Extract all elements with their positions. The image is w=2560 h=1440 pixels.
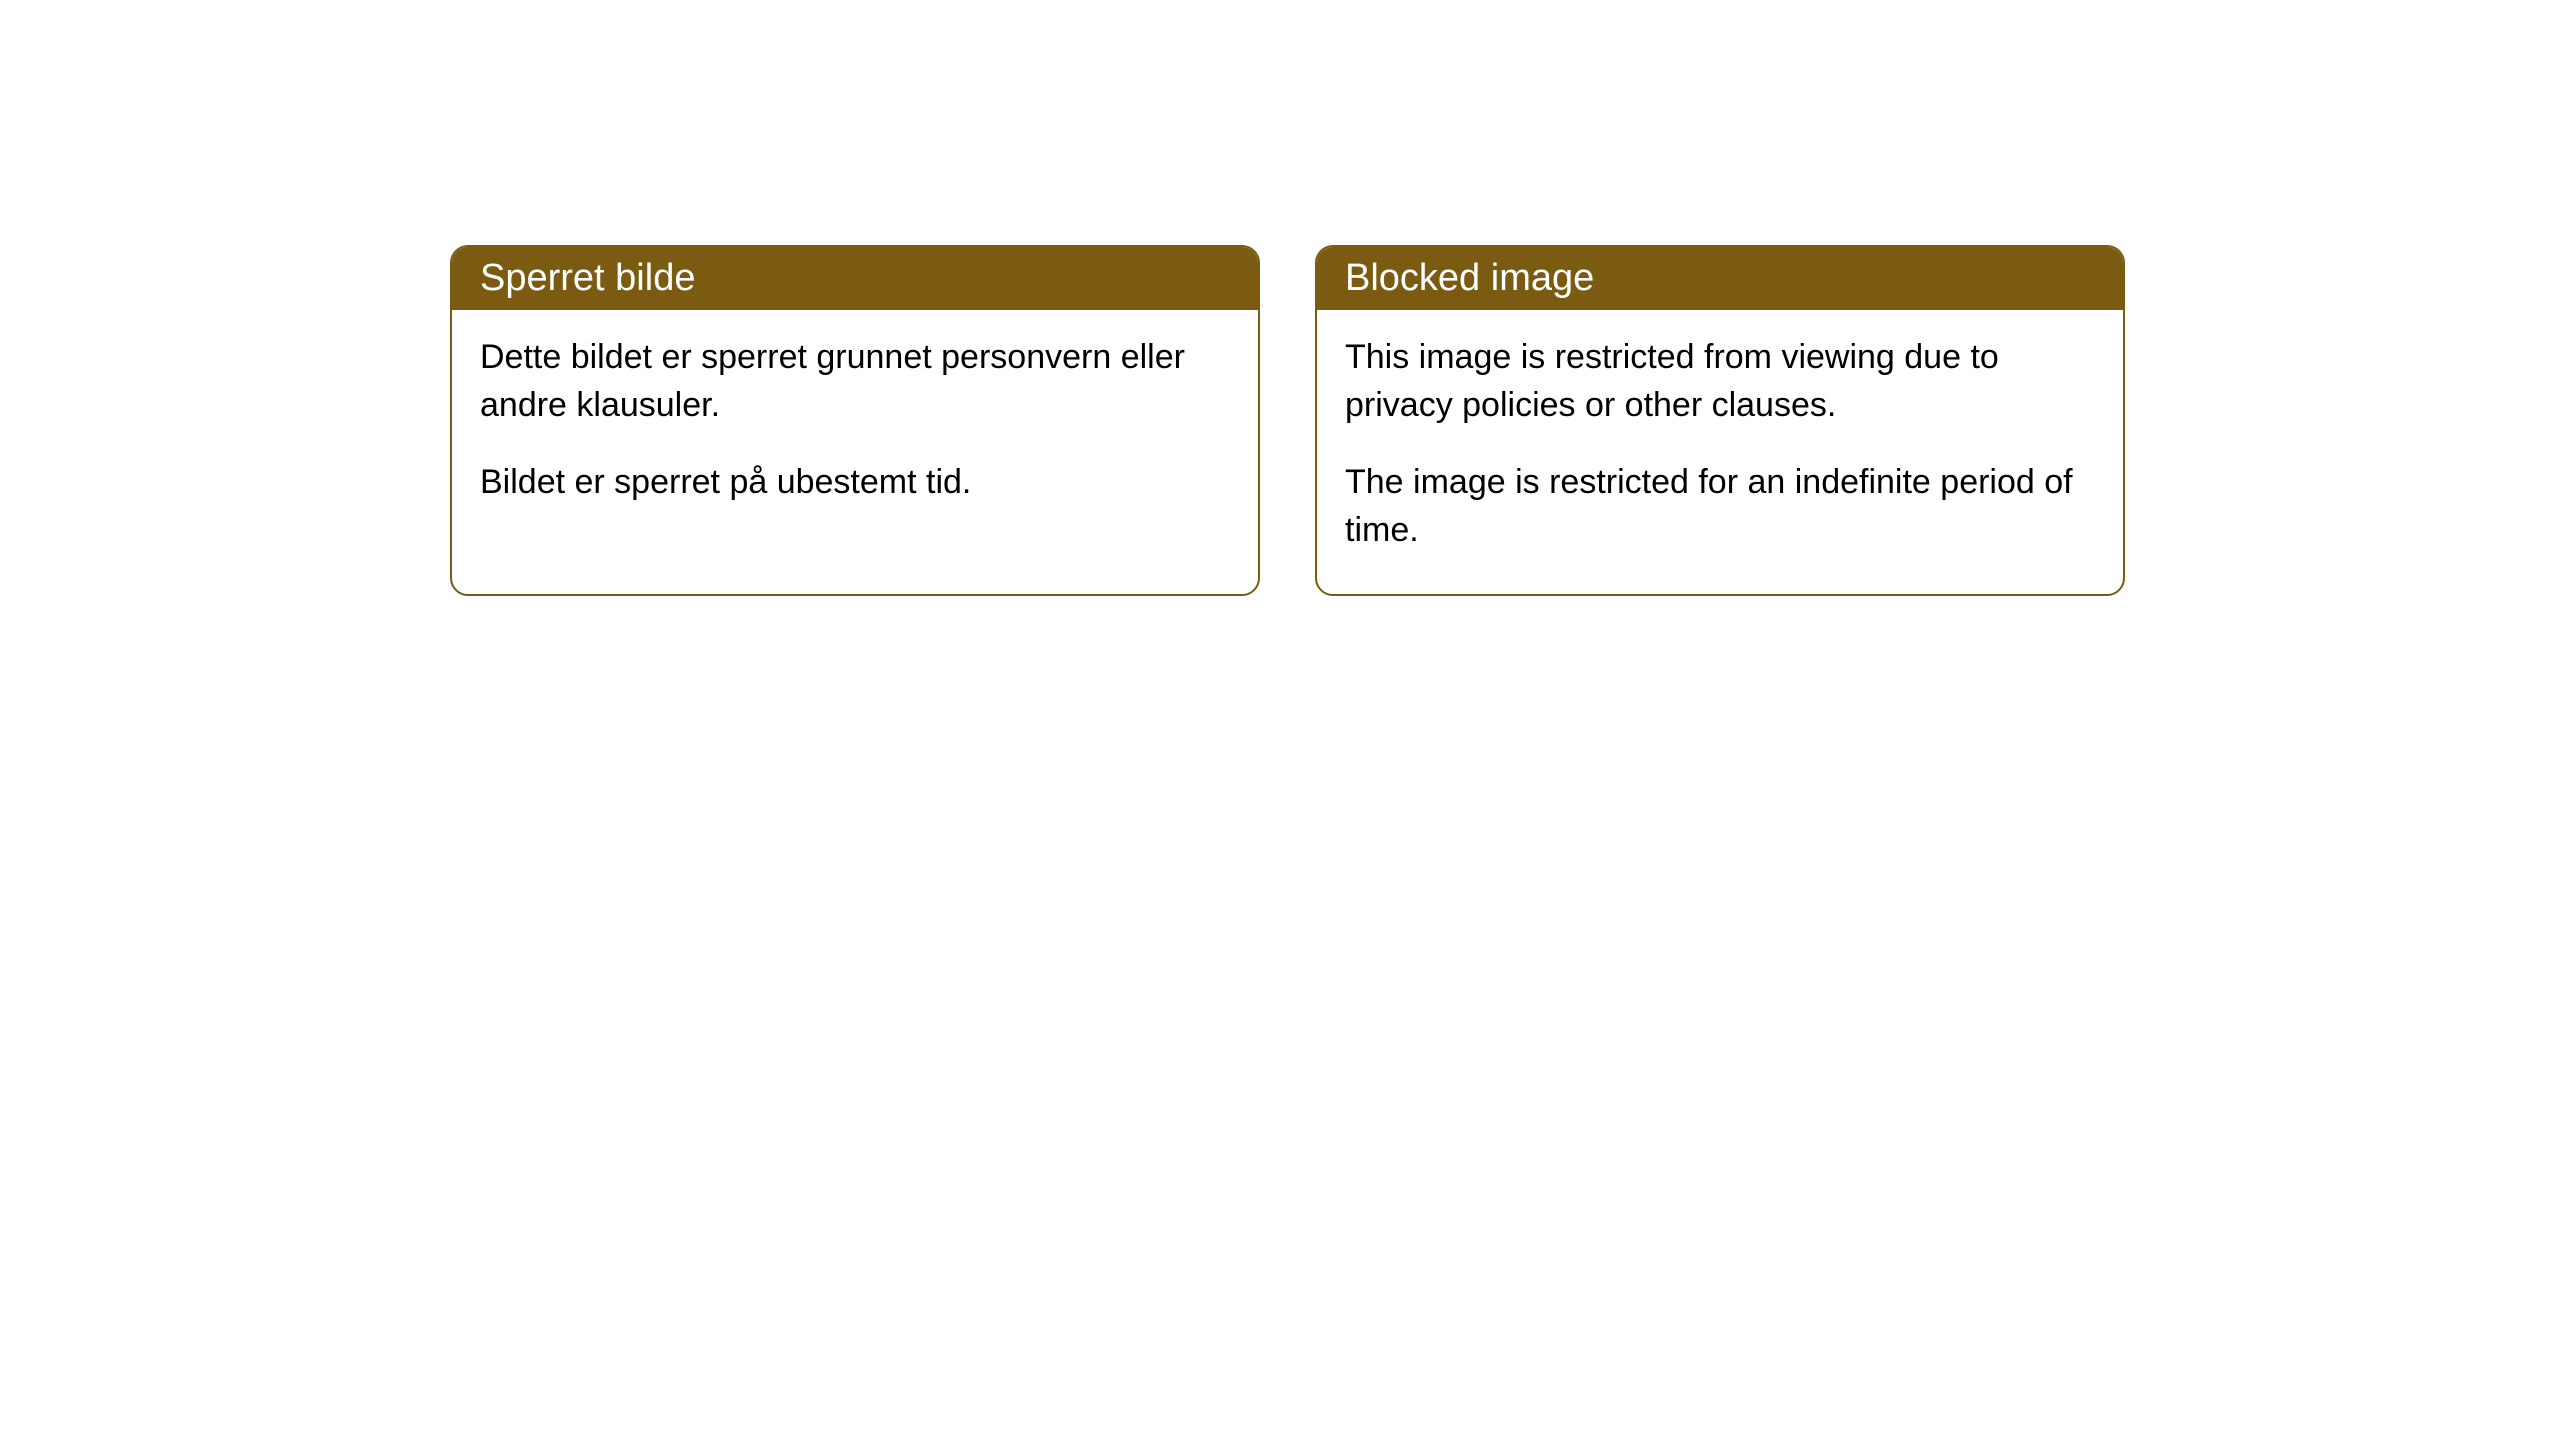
card-title-norwegian: Sperret bilde <box>480 257 695 299</box>
card-paragraph1-norwegian: Dette bildet er sperret grunnet personve… <box>480 334 1230 429</box>
card-paragraph2-english: The image is restricted for an indefinit… <box>1345 459 2095 554</box>
card-body-norwegian: Dette bildet er sperret grunnet personve… <box>452 310 1258 547</box>
card-norwegian: Sperret bilde Dette bildet er sperret gr… <box>450 245 1260 596</box>
card-paragraph1-english: This image is restricted from viewing du… <box>1345 334 2095 429</box>
card-header-english: Blocked image <box>1317 247 2123 310</box>
card-paragraph2-norwegian: Bildet er sperret på ubestemt tid. <box>480 459 1230 507</box>
card-english: Blocked image This image is restricted f… <box>1315 245 2125 596</box>
card-title-english: Blocked image <box>1345 257 1594 299</box>
card-body-english: This image is restricted from viewing du… <box>1317 310 2123 594</box>
cards-container: Sperret bilde Dette bildet er sperret gr… <box>450 245 2125 596</box>
card-header-norwegian: Sperret bilde <box>452 247 1258 310</box>
